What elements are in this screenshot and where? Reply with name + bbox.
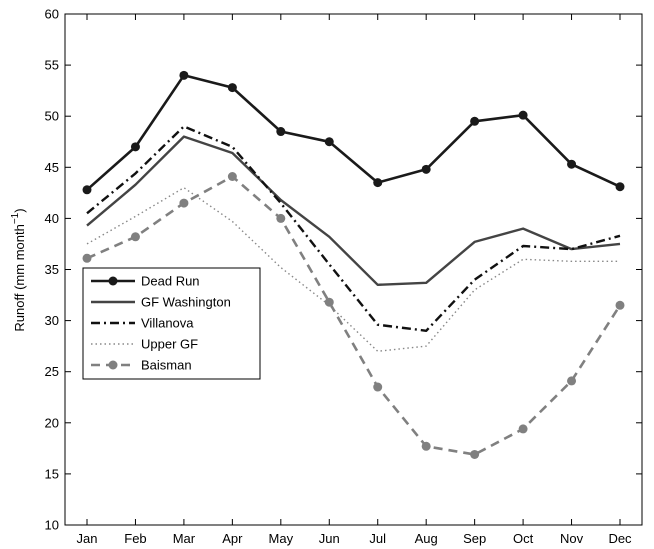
x-tick-label: Aug — [415, 531, 438, 546]
y-tick-label: 60 — [45, 7, 59, 22]
plot-frame — [64, 13, 643, 526]
data-point — [82, 185, 92, 195]
series-layer — [82, 70, 625, 459]
series-line-villanova — [86, 125, 621, 332]
legend: Dead Run GF Washington Villanova Upper GF Ba… — [82, 267, 261, 380]
legend-label: Upper GF — [141, 337, 198, 352]
data-point — [179, 198, 189, 208]
y-tick-label: 35 — [45, 262, 59, 277]
data-point — [421, 164, 431, 174]
y-axis-label-superscript: −1 — [10, 212, 21, 224]
y-tick-label: 45 — [45, 160, 59, 175]
series-baisman — [82, 171, 625, 459]
x-tick-label: Jul — [369, 531, 386, 546]
legend-marker — [108, 276, 118, 286]
data-point — [373, 382, 383, 392]
data-point — [470, 449, 480, 459]
data-point — [518, 424, 528, 434]
y-axis-label: Runoff (mm month−1) — [10, 208, 27, 331]
legend-item-dead-run: Dead Run — [91, 274, 200, 289]
y-axis-ticks: 10 15 20 25 30 35 40 45 50 55 60 — [45, 7, 642, 533]
legend-item-villanova: Villanova — [91, 316, 194, 331]
data-point — [227, 171, 237, 181]
x-tick-label: Jan — [77, 531, 98, 546]
data-point — [227, 83, 237, 93]
data-point — [130, 232, 140, 242]
x-tick-label: Apr — [222, 531, 243, 546]
data-point — [130, 142, 140, 152]
legend-marker — [108, 360, 118, 370]
data-point — [373, 178, 383, 188]
legend-label: Baisman — [141, 358, 192, 373]
series-gf-washington — [86, 135, 621, 286]
series-dead-run — [82, 70, 625, 195]
y-axis-label-main: Runoff (mm month — [12, 224, 27, 331]
data-point — [470, 116, 480, 126]
x-tick-label: Nov — [560, 531, 584, 546]
data-point — [179, 70, 189, 80]
data-point — [324, 297, 334, 307]
y-axis-label-suffix: ) — [12, 208, 27, 212]
legend-item-upper-gf: Upper GF — [91, 337, 198, 352]
y-tick-label: 40 — [45, 211, 59, 226]
y-tick-label: 55 — [45, 58, 59, 73]
x-tick-label: Mar — [173, 531, 196, 546]
x-tick-label: Feb — [124, 531, 146, 546]
legend-item-baisman: Baisman — [91, 358, 192, 373]
data-point — [567, 159, 577, 169]
data-point — [567, 376, 577, 386]
y-tick-label: 20 — [45, 415, 59, 430]
data-point — [276, 213, 286, 223]
data-point — [324, 137, 334, 147]
series-line-gf-washington — [86, 135, 621, 286]
legend-label: Villanova — [141, 316, 194, 331]
series-line-upper-gf — [86, 186, 620, 352]
y-tick-label: 30 — [45, 313, 59, 328]
series-line-dead-run — [86, 74, 621, 191]
y-tick-label: 10 — [45, 518, 59, 533]
data-point — [421, 441, 431, 451]
y-tick-label: 15 — [45, 466, 59, 481]
legend-item-gf-washington: GF Washington — [91, 295, 231, 310]
x-axis-ticks: Jan Feb Mar Apr May Jun Jul Aug Sep Oct Nov Dec — [77, 14, 632, 546]
series-villanova — [86, 125, 621, 332]
legend-label: GF Washington — [141, 295, 231, 310]
data-point — [615, 300, 625, 310]
data-point — [518, 110, 528, 120]
data-point — [615, 182, 625, 192]
x-tick-label: May — [269, 531, 294, 546]
series-upper-gf — [86, 186, 620, 352]
series-line-baisman — [86, 175, 622, 456]
x-tick-label: Sep — [463, 531, 486, 546]
legend-label: Dead Run — [141, 274, 200, 289]
x-tick-label: Jun — [319, 531, 340, 546]
x-tick-label: Oct — [513, 531, 534, 546]
x-tick-label: Dec — [608, 531, 632, 546]
y-tick-label: 25 — [45, 364, 59, 379]
data-point — [82, 253, 92, 263]
data-point — [276, 127, 286, 137]
y-tick-label: 50 — [45, 109, 59, 124]
